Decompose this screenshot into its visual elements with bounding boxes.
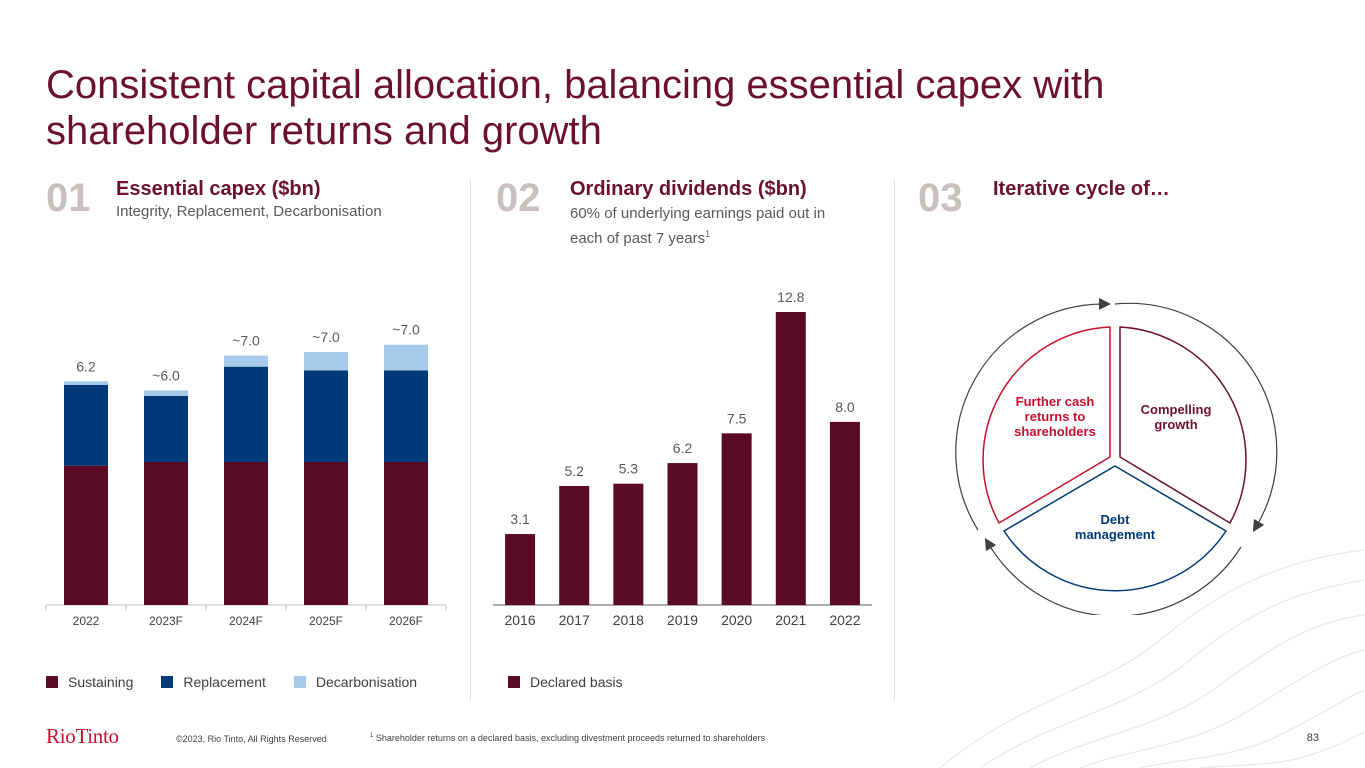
legend-swatch-replacement bbox=[161, 676, 174, 688]
divider-1 bbox=[470, 180, 471, 700]
capex-bar-decarbonisation-2023F bbox=[144, 390, 188, 396]
capex-total-label-2023F: ~6.0 bbox=[152, 368, 180, 384]
cycle-arrow-bottom bbox=[984, 537, 1242, 615]
cycle-label-line: shareholders bbox=[1014, 424, 1096, 439]
copyright: ©2023, Rio Tinto, All Rights Reserved bbox=[176, 734, 327, 744]
dividend-bar-2018 bbox=[613, 483, 644, 605]
dividend-value-label-2021: 12.8 bbox=[777, 289, 804, 305]
capex-bar-decarbonisation-2024F bbox=[224, 355, 268, 367]
dividend-bar-2017 bbox=[559, 485, 590, 605]
dividend-x-label-2017: 2017 bbox=[559, 612, 590, 628]
cycle-label-line: Compelling bbox=[1141, 402, 1212, 417]
dividend-value-label-2016: 3.1 bbox=[510, 511, 530, 527]
dividend-value-label-2019: 6.2 bbox=[673, 440, 693, 456]
legend-item-replacement: Replacement bbox=[161, 674, 266, 690]
dividend-x-label-2021: 2021 bbox=[775, 612, 806, 628]
section-heading-capex: Essential capex ($bn) bbox=[116, 178, 321, 200]
dividend-x-label-2016: 2016 bbox=[504, 612, 535, 628]
capex-total-label-2024F: ~7.0 bbox=[232, 333, 260, 349]
legend-swatch-sustaining bbox=[46, 676, 58, 688]
cycle-segment-further-cash bbox=[982, 326, 1111, 525]
capex-legend: Sustaining Replacement Decarbonisation bbox=[46, 674, 417, 690]
cycle-arrow-top-right bbox=[1114, 302, 1278, 533]
capex-bar-sustaining-2023F bbox=[144, 462, 188, 605]
capex-bar-replacement-2025F bbox=[304, 370, 348, 462]
cycle-segment-growth bbox=[1119, 326, 1247, 525]
capex-x-label-2024F: 2024F bbox=[229, 614, 263, 628]
cycle-segment-debt bbox=[1002, 465, 1228, 592]
iterative-cycle-diagram: Further cash returns to shareholders Compe… bbox=[955, 297, 1278, 615]
capex-total-label-2022: 6.2 bbox=[76, 358, 96, 374]
capex-bar-sustaining-2024F bbox=[224, 462, 268, 605]
cycle-label-debt: Debt management bbox=[1075, 512, 1156, 542]
cycle-label-further-cash: Further cash returns to shareholders bbox=[1014, 394, 1096, 439]
cycle-label-line: returns to bbox=[1025, 409, 1086, 424]
capex-bar-decarbonisation-2025F bbox=[304, 352, 348, 371]
dividend-bar-2020 bbox=[721, 433, 752, 605]
cycle-label-line: growth bbox=[1154, 417, 1197, 432]
background-contour-decoration bbox=[939, 549, 1365, 768]
dividend-value-label-2020: 7.5 bbox=[727, 410, 747, 426]
capex-bar-decarbonisation-2026F bbox=[384, 344, 428, 371]
capex-bar-sustaining-2026F bbox=[384, 462, 428, 605]
dividend-bar-2019 bbox=[667, 463, 698, 605]
dividend-x-label-2018: 2018 bbox=[613, 612, 644, 628]
capex-chart: 6.2 2022 ~6.0 2023F ~7.0 2024F ~7.0 2025F ~7.0 20… bbox=[45, 322, 447, 628]
capex-bar-decarbonisation-2022 bbox=[64, 381, 108, 385]
capex-bar-sustaining-2025F bbox=[304, 462, 348, 605]
capex-total-label-2025F: ~7.0 bbox=[312, 329, 340, 345]
dividends-legend: Declared basis bbox=[508, 674, 623, 690]
dividend-bar-2016 bbox=[505, 534, 536, 605]
dividend-value-label-2018: 5.3 bbox=[619, 461, 639, 477]
section-sub-dividends: 60% of underlying earnings paid out in e… bbox=[570, 205, 826, 247]
capex-bar-replacement-2022 bbox=[64, 385, 108, 466]
dividend-value-label-2017: 5.2 bbox=[564, 463, 584, 479]
capex-total-label-2026F: ~7.0 bbox=[392, 322, 420, 338]
cycle-label-growth: Compelling growth bbox=[1141, 402, 1212, 432]
section-heading-dividends: Ordinary dividends ($bn) bbox=[570, 178, 807, 200]
footnote: 1 Shareholder returns on a declared basi… bbox=[370, 733, 766, 743]
dividend-bar-2022 bbox=[829, 421, 860, 605]
dividend-bar-2021 bbox=[775, 312, 806, 605]
capex-bar-replacement-2026F bbox=[384, 370, 428, 462]
dividend-x-label-2022: 2022 bbox=[829, 612, 860, 628]
capex-x-label-2023F: 2023F bbox=[149, 614, 183, 628]
dividends-chart: 3.1 2016 5.2 2017 5.3 2018 6.2 2019 7.5 2020 12.8 2… bbox=[493, 289, 872, 628]
section-sub-capex: Integrity, Replacement, Decarbonisation bbox=[116, 203, 382, 220]
capex-bar-replacement-2024F bbox=[224, 366, 268, 462]
section-number-02: 02 bbox=[496, 176, 541, 220]
dividend-x-label-2020: 2020 bbox=[721, 612, 752, 628]
capex-x-label-2026F: 2026F bbox=[389, 614, 423, 628]
section-heading-cycle: Iterative cycle of… bbox=[993, 178, 1170, 200]
section-number-01: 01 bbox=[46, 176, 91, 220]
legend-swatch-declared bbox=[508, 676, 520, 688]
legend-item-decarbonisation: Decarbonisation bbox=[293, 674, 417, 690]
section-number-03: 03 bbox=[918, 176, 963, 220]
page-number: 83 bbox=[1306, 732, 1319, 744]
capex-bar-sustaining-2022 bbox=[64, 465, 108, 605]
rio-tinto-logo: RioTinto bbox=[46, 724, 119, 748]
dividend-x-label-2019: 2019 bbox=[667, 612, 698, 628]
capex-x-label-2022: 2022 bbox=[73, 614, 100, 628]
cycle-label-line: Debt bbox=[1101, 512, 1131, 527]
legend-item-sustaining: Sustaining bbox=[46, 674, 133, 690]
capex-x-label-2025F: 2025F bbox=[309, 614, 343, 628]
cycle-arrow-left bbox=[955, 297, 1111, 531]
legend-item-declared-basis: Declared basis bbox=[508, 674, 623, 690]
legend-swatch-decarbonisation bbox=[293, 676, 306, 688]
cycle-label-line: Further cash bbox=[1016, 394, 1095, 409]
divider-2 bbox=[894, 180, 895, 700]
cycle-label-line: management bbox=[1075, 527, 1156, 542]
capex-bar-replacement-2023F bbox=[144, 396, 188, 462]
page-title: Consistent capital allocation, balancing… bbox=[46, 63, 1105, 153]
dividend-value-label-2022: 8.0 bbox=[835, 399, 855, 415]
